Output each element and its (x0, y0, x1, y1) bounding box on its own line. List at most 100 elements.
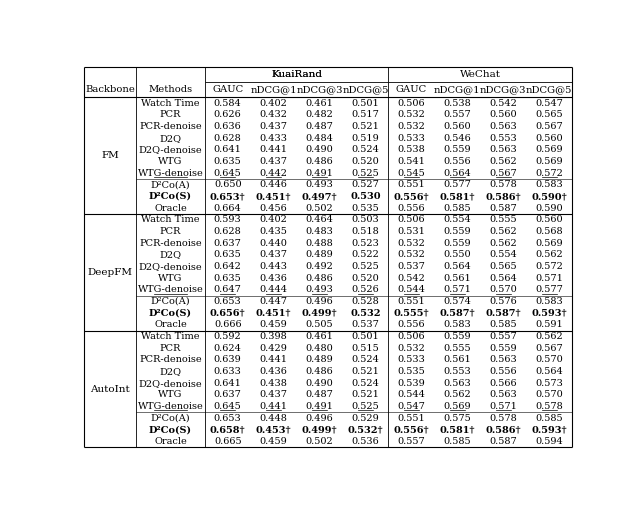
Text: 0.568: 0.568 (535, 227, 563, 236)
Text: nDCG@1: nDCG@1 (434, 85, 481, 94)
Text: 0.564: 0.564 (444, 169, 471, 177)
Text: 0.583: 0.583 (535, 180, 563, 189)
Text: 0.555: 0.555 (444, 344, 471, 353)
Text: GAUC: GAUC (396, 85, 427, 94)
Text: 0.544: 0.544 (397, 390, 426, 400)
Text: D2Q-denoise: D2Q-denoise (139, 262, 202, 271)
Text: 0.521: 0.521 (351, 390, 380, 400)
Text: 0.556†: 0.556† (394, 192, 429, 201)
Text: 0.576: 0.576 (490, 297, 517, 306)
Text: 0.444: 0.444 (260, 285, 287, 295)
Text: 0.585: 0.585 (444, 437, 471, 446)
Text: 0.567: 0.567 (490, 169, 517, 177)
Text: 0.650: 0.650 (214, 180, 241, 189)
Text: 0.488: 0.488 (306, 239, 333, 248)
Text: 0.517: 0.517 (351, 111, 380, 119)
Text: 0.464: 0.464 (306, 215, 333, 225)
Text: 0.503: 0.503 (351, 215, 380, 225)
Text: 0.570: 0.570 (490, 285, 517, 295)
Text: PCR-denoise: PCR-denoise (139, 355, 202, 365)
Text: 0.590†: 0.590† (531, 192, 567, 201)
Text: 0.506: 0.506 (397, 215, 425, 225)
Text: 0.556†: 0.556† (394, 425, 429, 434)
Text: 0.574: 0.574 (444, 297, 471, 306)
Text: 0.559: 0.559 (444, 239, 471, 248)
Text: 0.436: 0.436 (260, 367, 287, 376)
Text: 0.658†: 0.658† (210, 425, 246, 434)
Text: 0.525: 0.525 (351, 169, 380, 177)
Text: 0.583: 0.583 (444, 320, 471, 330)
Text: 0.562: 0.562 (490, 239, 517, 248)
Text: 0.542: 0.542 (490, 99, 517, 107)
Text: D2Q-denoise: D2Q-denoise (139, 379, 202, 388)
Text: 0.447: 0.447 (260, 297, 287, 306)
Text: 0.565: 0.565 (490, 262, 517, 271)
Text: 0.572: 0.572 (535, 262, 563, 271)
Text: 0.566: 0.566 (490, 379, 517, 388)
Text: 0.515: 0.515 (351, 344, 380, 353)
Text: 0.438: 0.438 (260, 379, 287, 388)
Text: 0.521: 0.521 (351, 122, 380, 131)
Text: 0.490: 0.490 (306, 146, 333, 154)
Text: WTG: WTG (158, 274, 182, 283)
Text: 0.559: 0.559 (490, 344, 517, 353)
Text: 0.524: 0.524 (351, 379, 380, 388)
Text: 0.437: 0.437 (260, 390, 287, 400)
Text: 0.563: 0.563 (490, 146, 517, 154)
Text: 0.653†: 0.653† (210, 192, 246, 201)
Text: 0.569: 0.569 (535, 239, 563, 248)
Text: 0.586†: 0.586† (485, 192, 521, 201)
Text: 0.402: 0.402 (260, 99, 287, 107)
Text: 0.532: 0.532 (397, 250, 426, 260)
Text: WeChat: WeChat (460, 70, 500, 79)
Text: 0.641: 0.641 (214, 379, 242, 388)
Text: 0.553: 0.553 (444, 367, 471, 376)
Text: D2Q-denoise: D2Q-denoise (139, 146, 202, 154)
Text: PCR: PCR (160, 344, 181, 353)
Text: 0.590: 0.590 (535, 204, 563, 212)
Text: 0.572: 0.572 (535, 169, 563, 177)
Text: 0.482: 0.482 (306, 111, 333, 119)
Text: 0.587: 0.587 (490, 437, 517, 446)
Text: 0.518: 0.518 (351, 227, 380, 236)
Text: 0.653: 0.653 (214, 297, 242, 306)
Text: WTG-denoise: WTG-denoise (138, 169, 204, 177)
Text: Oracle: Oracle (154, 204, 187, 212)
Text: 0.556: 0.556 (397, 320, 425, 330)
Text: 0.497†: 0.497† (301, 192, 337, 201)
Text: 0.628: 0.628 (214, 227, 242, 236)
Text: 0.551: 0.551 (397, 297, 426, 306)
Text: Backbone: Backbone (85, 85, 135, 94)
Text: 0.653: 0.653 (214, 414, 242, 423)
Text: 0.538: 0.538 (397, 146, 426, 154)
Text: 0.528: 0.528 (351, 297, 380, 306)
Text: PCR: PCR (160, 111, 181, 119)
Text: 0.567: 0.567 (535, 122, 563, 131)
Text: D²Co(A): D²Co(A) (150, 414, 190, 423)
Text: 0.585: 0.585 (444, 204, 471, 212)
Text: 0.593: 0.593 (214, 215, 242, 225)
Text: 0.493: 0.493 (306, 285, 333, 295)
Text: 0.533: 0.533 (397, 134, 426, 142)
Text: 0.535: 0.535 (397, 367, 426, 376)
Text: 0.547: 0.547 (397, 402, 426, 411)
Text: 0.564: 0.564 (535, 367, 563, 376)
Text: 0.561: 0.561 (444, 274, 471, 283)
Text: 0.556: 0.556 (397, 204, 425, 212)
Text: 0.637: 0.637 (214, 390, 242, 400)
Text: 0.563: 0.563 (490, 122, 517, 131)
Text: 0.451†: 0.451† (256, 192, 291, 201)
Text: KuaiRand: KuaiRand (271, 70, 322, 79)
Text: 0.587†: 0.587† (485, 309, 521, 318)
Text: D²Co(S): D²Co(S) (149, 425, 192, 434)
Text: 0.560: 0.560 (490, 111, 517, 119)
Text: 0.556: 0.556 (444, 157, 471, 166)
Text: 0.461: 0.461 (306, 99, 333, 107)
Text: 0.584: 0.584 (214, 99, 242, 107)
Text: 0.461: 0.461 (306, 332, 333, 341)
Text: 0.587†: 0.587† (440, 309, 475, 318)
Text: 0.484: 0.484 (306, 134, 333, 142)
Text: 0.560: 0.560 (535, 215, 563, 225)
Text: 0.437: 0.437 (260, 250, 287, 260)
Text: 0.483: 0.483 (306, 227, 333, 236)
